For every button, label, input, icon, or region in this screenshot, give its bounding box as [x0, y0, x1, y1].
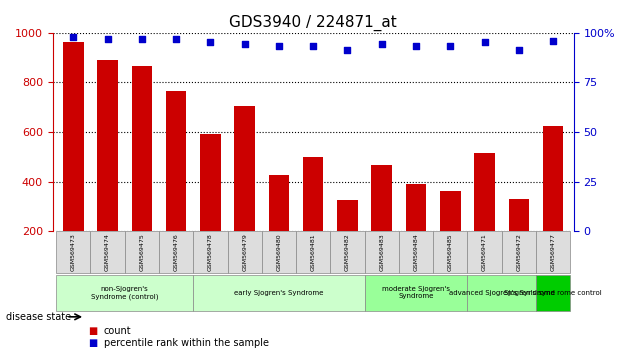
Text: GSM569478: GSM569478: [208, 233, 213, 271]
FancyBboxPatch shape: [399, 231, 433, 273]
FancyBboxPatch shape: [501, 231, 536, 273]
FancyBboxPatch shape: [125, 231, 159, 273]
Text: GSM569484: GSM569484: [413, 233, 418, 271]
Text: ■: ■: [88, 326, 98, 336]
Text: GSM569471: GSM569471: [482, 233, 487, 271]
Text: GSM569485: GSM569485: [448, 233, 453, 271]
FancyBboxPatch shape: [159, 231, 193, 273]
Bar: [200, 135, 220, 281]
FancyBboxPatch shape: [56, 275, 193, 311]
Text: GSM569472: GSM569472: [517, 233, 521, 271]
Point: [548, 38, 558, 43]
Point: [343, 47, 353, 53]
Point: [68, 34, 78, 39]
Point: [205, 40, 215, 45]
FancyBboxPatch shape: [296, 231, 330, 273]
Text: disease state: disease state: [6, 312, 71, 322]
FancyBboxPatch shape: [91, 231, 125, 273]
FancyBboxPatch shape: [467, 231, 501, 273]
Text: GSM569474: GSM569474: [105, 233, 110, 271]
Point: [239, 42, 249, 47]
Text: ■: ■: [88, 338, 98, 348]
Point: [308, 44, 318, 49]
Text: GSM569482: GSM569482: [345, 233, 350, 271]
Bar: [543, 126, 563, 281]
Text: GSM569476: GSM569476: [174, 233, 178, 271]
Bar: [508, 199, 529, 281]
Point: [377, 42, 387, 47]
Bar: [440, 192, 461, 281]
Bar: [63, 42, 84, 281]
FancyBboxPatch shape: [193, 231, 227, 273]
Point: [274, 44, 284, 49]
FancyBboxPatch shape: [227, 231, 262, 273]
FancyBboxPatch shape: [262, 231, 296, 273]
Bar: [474, 153, 495, 281]
Text: Sjogren's synd rome control: Sjogren's synd rome control: [504, 290, 602, 296]
Bar: [132, 66, 152, 281]
Bar: [303, 157, 323, 281]
Text: moderate Sjogren's
Syndrome: moderate Sjogren's Syndrome: [382, 286, 450, 299]
FancyBboxPatch shape: [193, 275, 365, 311]
Bar: [234, 106, 255, 281]
FancyBboxPatch shape: [536, 275, 570, 311]
Bar: [337, 200, 358, 281]
Text: percentile rank within the sample: percentile rank within the sample: [104, 338, 269, 348]
Bar: [372, 165, 392, 281]
Text: GSM569483: GSM569483: [379, 233, 384, 271]
Bar: [97, 60, 118, 281]
Text: GSM569480: GSM569480: [277, 233, 282, 271]
Bar: [166, 91, 186, 281]
Text: GSM569477: GSM569477: [551, 233, 556, 271]
Bar: [268, 175, 289, 281]
Text: non-Sjogren's
Syndrome (control): non-Sjogren's Syndrome (control): [91, 286, 158, 299]
FancyBboxPatch shape: [467, 275, 536, 311]
Text: GSM569481: GSM569481: [311, 233, 316, 271]
Point: [479, 40, 490, 45]
FancyBboxPatch shape: [536, 231, 570, 273]
Text: GSM569473: GSM569473: [71, 233, 76, 271]
Text: advanced Sjogren's Syndrome: advanced Sjogren's Syndrome: [449, 290, 554, 296]
FancyBboxPatch shape: [365, 275, 467, 311]
Point: [103, 36, 113, 41]
Point: [137, 36, 147, 41]
FancyBboxPatch shape: [330, 231, 365, 273]
Point: [171, 36, 181, 41]
Point: [411, 44, 421, 49]
Point: [514, 47, 524, 53]
Text: count: count: [104, 326, 132, 336]
FancyBboxPatch shape: [365, 231, 399, 273]
Bar: [406, 184, 427, 281]
FancyBboxPatch shape: [433, 231, 467, 273]
Text: early Sjogren's Syndrome: early Sjogren's Syndrome: [234, 290, 324, 296]
Text: GSM569475: GSM569475: [139, 233, 144, 271]
Title: GDS3940 / 224871_at: GDS3940 / 224871_at: [229, 15, 397, 31]
Point: [445, 44, 455, 49]
FancyBboxPatch shape: [56, 231, 91, 273]
Text: GSM569479: GSM569479: [242, 233, 247, 271]
